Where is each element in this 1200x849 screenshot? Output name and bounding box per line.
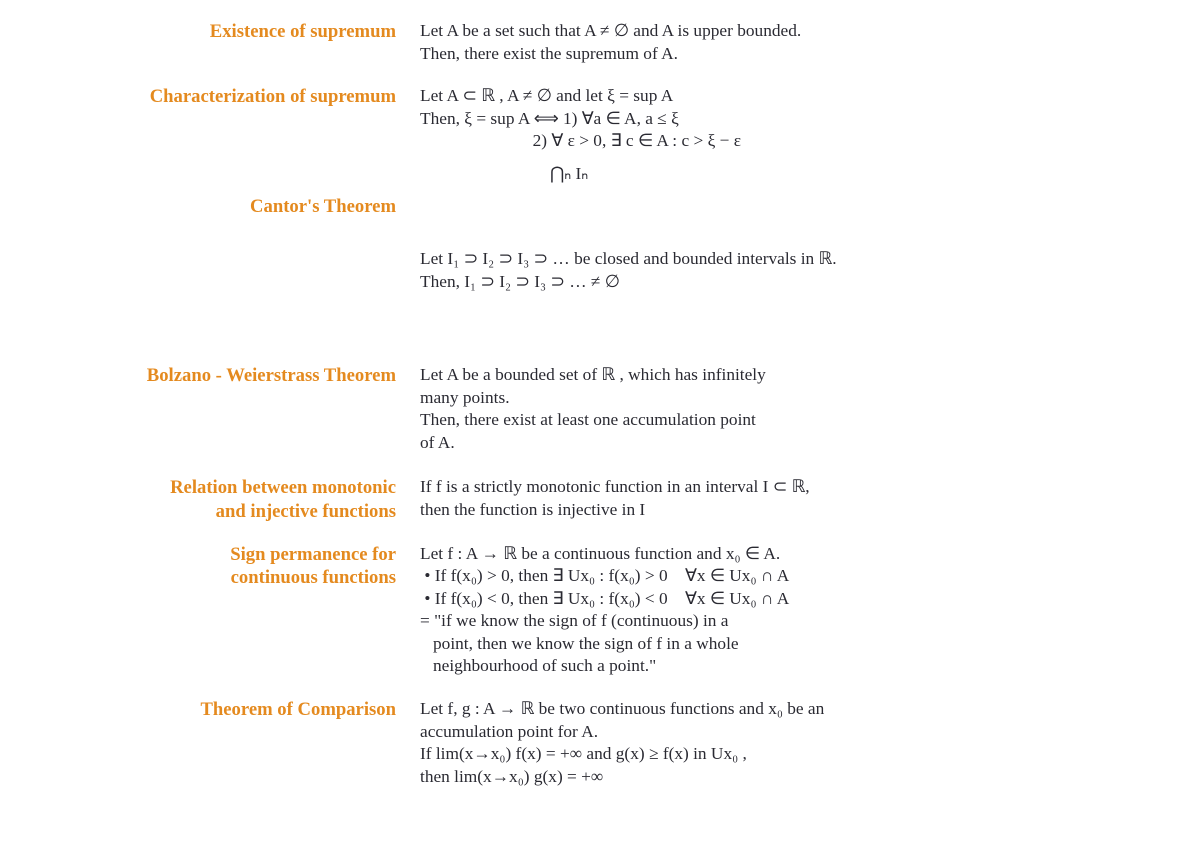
theorem-annotation: ⋂ₙ Iₙ: [550, 163, 588, 186]
theorem-title: Sign permanence for continuous functions: [30, 543, 420, 590]
theorem-body: Let f : A → ℝ be a continuous function a…: [420, 543, 1160, 678]
theorem-title: Existence of supremum: [30, 20, 420, 43]
theorem-title: Relation between monotonic and injective…: [30, 476, 420, 523]
theorem-row: Bolzano - Weierstrass Theorem Let A be a…: [30, 364, 1160, 454]
theorem-body: If f is a strictly monotonic function in…: [420, 476, 1160, 521]
theorem-row: Theorem of Comparison Let f, g : A → ℝ b…: [30, 698, 1160, 788]
theorem-title: Cantor's Theorem: [30, 181, 420, 218]
theorem-row: Existence of supremum Let A be a set suc…: [30, 20, 1160, 65]
theorem-body: Let A ⊂ ℝ , A ≠ ∅ and let ξ = sup A Then…: [420, 85, 1160, 153]
theorem-row: Characterization of supremum Let A ⊂ ℝ ,…: [30, 85, 1160, 153]
theorem-notes-page: Existence of supremum Let A be a set suc…: [0, 0, 1200, 849]
theorem-title: Theorem of Comparison: [30, 698, 420, 721]
theorem-row: Relation between monotonic and injective…: [30, 476, 1160, 523]
theorem-body: Let I₁ ⊃ I₂ ⊃ I₃ ⊃ … be closed and bound…: [420, 248, 1160, 293]
theorem-body-wrap: ⋂ₙ Iₙ Let I₁ ⊃ I₂ ⊃ I₃ ⊃ … be closed and…: [420, 181, 1160, 339]
theorem-body: Let f, g : A → ℝ be two continuous funct…: [420, 698, 1160, 788]
theorem-row: Sign permanence for continuous functions…: [30, 543, 1160, 678]
theorem-title: Bolzano - Weierstrass Theorem: [30, 364, 420, 387]
theorem-title: Characterization of supremum: [30, 85, 420, 108]
theorem-body: Let A be a bounded set of ℝ , which has …: [420, 364, 1160, 454]
theorem-body: Let A be a set such that A ≠ ∅ and A is …: [420, 20, 1160, 65]
theorem-row: Cantor's Theorem ⋂ₙ Iₙ Let I₁ ⊃ I₂ ⊃ I₃ …: [30, 181, 1160, 339]
